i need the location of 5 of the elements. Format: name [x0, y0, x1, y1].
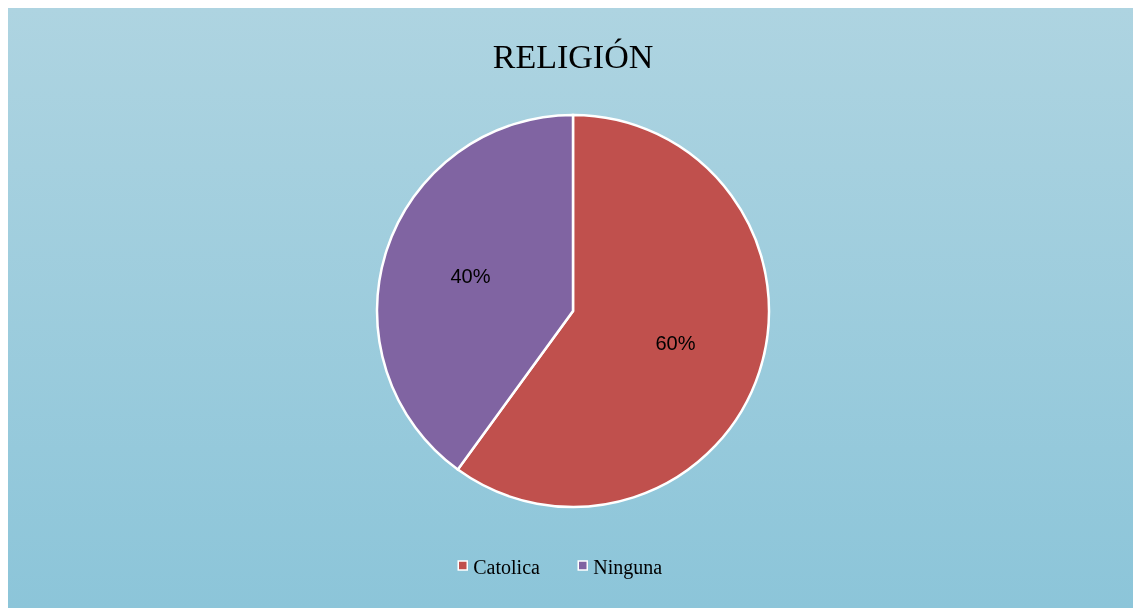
- legend-label: Catolica: [473, 556, 541, 578]
- data-label: 60%: [655, 331, 696, 354]
- data-label: 40%: [450, 264, 491, 287]
- legend-label: Ninguna: [593, 556, 663, 579]
- chart-title: RELIGIÓN: [492, 38, 654, 75]
